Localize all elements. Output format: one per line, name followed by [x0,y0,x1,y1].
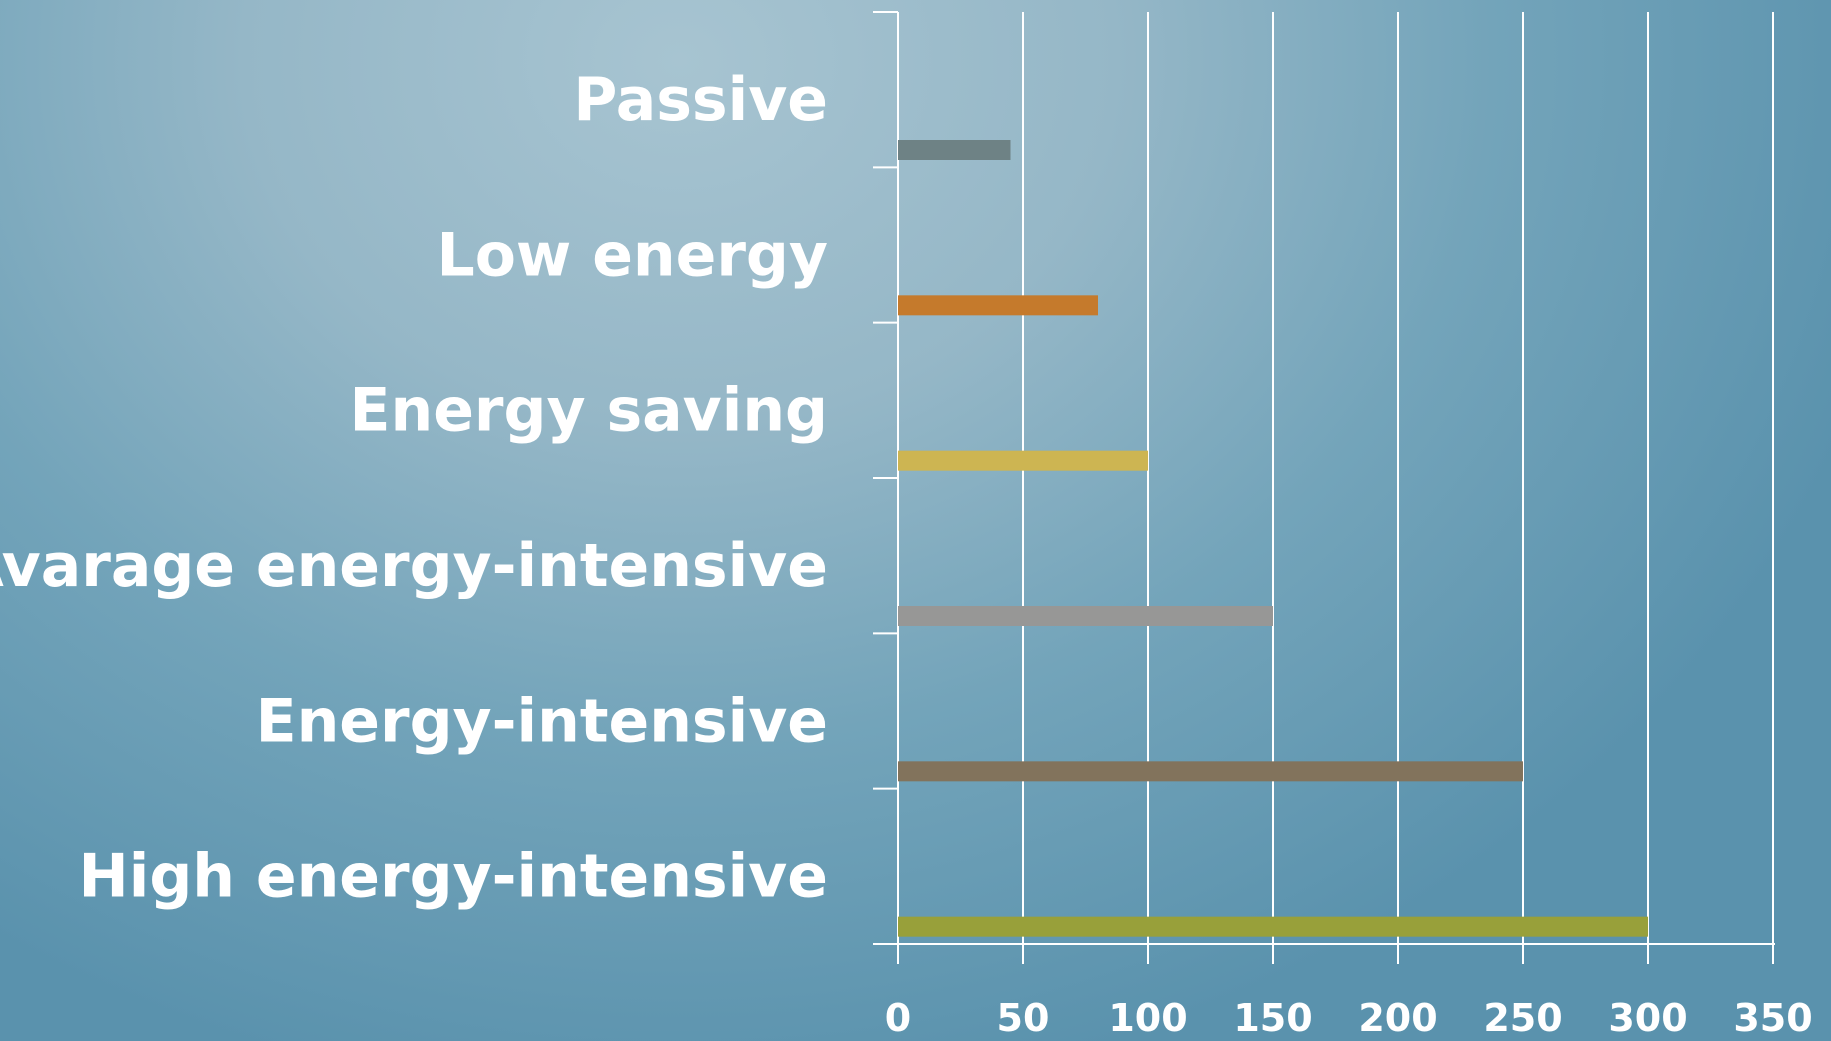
bar-2 [898,450,1148,471]
category-label-3: Avarage energy-intensive [0,531,828,601]
tick-label-200: 200 [1358,996,1437,1040]
tick-label-350: 350 [1733,996,1812,1040]
tick-label-250: 250 [1483,996,1562,1040]
tick-label-150: 150 [1233,996,1312,1040]
tick-label-50: 50 [997,996,1050,1040]
tick-label-300: 300 [1608,996,1687,1040]
category-label-4: Energy-intensive [256,686,828,756]
bar-1 [898,295,1098,316]
bar-4 [898,761,1523,782]
gridlines [897,12,1774,964]
tick-label-100: 100 [1108,996,1187,1040]
category-labels: Passive Low energy Energy saving Avarage en… [0,65,828,912]
bar-0 [898,140,1011,160]
bar-5 [898,916,1648,937]
bar-3 [898,606,1273,626]
tick-label-0: 0 [885,996,911,1040]
value-axis [873,11,1775,945]
category-label-1: Low energy [436,220,828,290]
category-label-2: Energy saving [350,376,828,446]
category-label-5: High energy-intensive [79,842,828,912]
category-label-0: Passive [573,65,828,135]
bars [898,140,1648,937]
tick-labels: 0 50 100 150 200 250 300 350 [885,996,1813,1040]
